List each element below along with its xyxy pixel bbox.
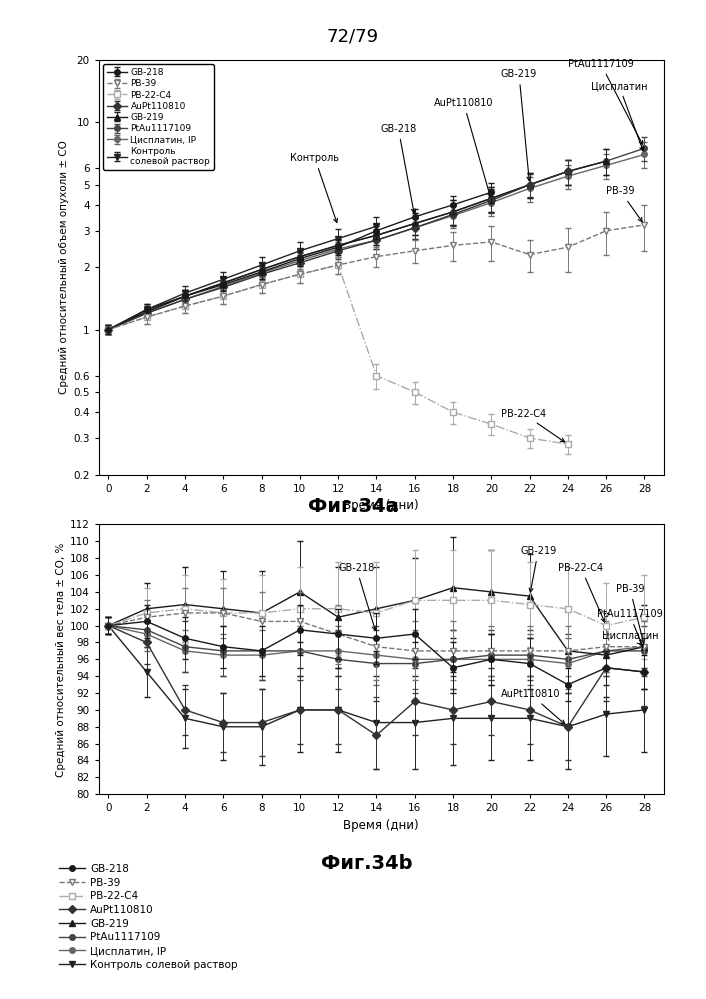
Y-axis label: Средний относительный вес тела ± СО, %: Средний относительный вес тела ± СО, % [56,542,66,776]
Text: Фиг.34а: Фиг.34а [308,497,398,515]
X-axis label: Время (дни): Время (дни) [343,819,419,832]
Legend: GB-218, PB-39, PB-22-C4, AuPt110810, GB-219, PtAu1117109, Цисплатин, IP, Контрол: GB-218, PB-39, PB-22-C4, AuPt110810, GB-… [54,860,241,974]
Text: GB-218: GB-218 [381,124,417,213]
Text: 72/79: 72/79 [327,28,379,46]
Y-axis label: Средний относительный объем опухоли ± СО: Средний относительный объем опухоли ± СО [59,140,69,395]
Text: Цисплатин: Цисплатин [591,81,647,151]
Text: AuPt110810: AuPt110810 [501,689,565,724]
Text: GB-219: GB-219 [501,69,537,181]
Text: PB-39: PB-39 [616,583,645,642]
Text: Цисплатин: Цисплатин [602,630,659,644]
Text: GB-219: GB-219 [520,546,556,592]
X-axis label: Время (дни): Время (дни) [343,500,419,512]
Text: Контроль: Контроль [290,153,340,223]
Text: PB-22-C4: PB-22-C4 [501,409,565,442]
Text: AuPt110810: AuPt110810 [434,98,493,197]
Text: PB-39: PB-39 [606,186,642,222]
Text: PtAu1117109: PtAu1117109 [597,609,662,647]
Text: PB-22-C4: PB-22-C4 [558,562,605,622]
Text: Фиг.34b: Фиг.34b [321,854,413,873]
Legend: GB-218, PB-39, PB-22-C4, AuPt110810, GB-219, PtAu1117109, Цисплатин, IP, Контрол: GB-218, PB-39, PB-22-C4, AuPt110810, GB-… [103,65,214,170]
Text: PtAu1117109: PtAu1117109 [568,59,642,145]
Text: GB-218: GB-218 [338,562,376,630]
